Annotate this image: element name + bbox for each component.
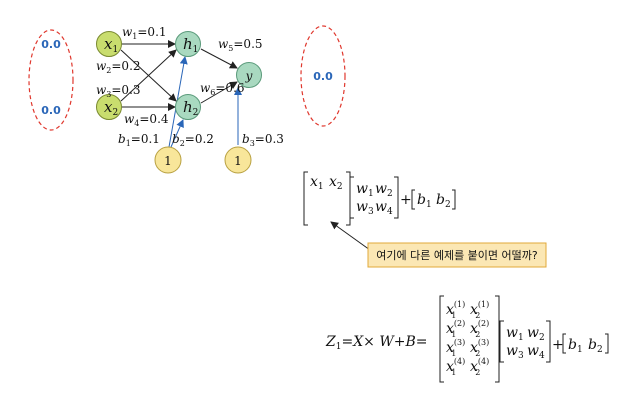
svg-text:x1: x1: [310, 174, 324, 192]
eq1-w-bracket: [349, 176, 399, 219]
svg-text:b2: b2: [588, 337, 603, 355]
svg-text:w3: w3: [356, 199, 374, 217]
right-layer-ellipse: [300, 25, 346, 127]
eq2-row-1-a: x(1) 1: [446, 300, 465, 320]
eq2-row-4-a: x(4) 1: [446, 357, 465, 377]
node-h1-label: h: [183, 35, 193, 53]
svg-text:x1: x1: [104, 35, 118, 55]
svg-text:x2: x2: [104, 98, 118, 118]
eq1-b-bracket: [411, 189, 456, 210]
weight-b3: b3=0.3: [242, 132, 284, 148]
weight-b2: b2=0.2: [172, 132, 214, 148]
node-x1-sub: 1: [112, 45, 118, 55]
eq2-row-3-b: x(3) 2: [470, 338, 489, 358]
svg-text:w3: w3: [506, 343, 524, 361]
node-bias1: [154, 146, 182, 174]
node-x2-sub: 2: [112, 108, 118, 118]
node-h1: [175, 31, 201, 57]
svg-text:x2: x2: [329, 174, 343, 192]
svg-text:b1: b1: [417, 192, 432, 210]
node-x1-label: x: [104, 35, 113, 53]
weight-w6: w6=0.6: [200, 81, 245, 97]
callout-box: [367, 242, 547, 268]
weight-w4: w4=0.4: [124, 112, 169, 128]
eq2-plus: +: [552, 337, 564, 353]
edge-h2-y: [200, 81, 238, 104]
svg-text:h2: h2: [183, 98, 198, 118]
edge-h1-y: [200, 48, 238, 69]
node-h2-sub: 2: [193, 108, 199, 118]
svg-text:h1: h1: [183, 35, 198, 55]
svg-text:w1: w1: [506, 325, 524, 343]
svg-text:w4: w4: [375, 199, 393, 217]
node-bias2-label: 1: [234, 154, 242, 168]
node-bias1-label: 1: [164, 154, 172, 168]
weight-w3: w3=0.3: [96, 83, 141, 99]
node-bias2: [224, 146, 252, 174]
node-x1: [96, 31, 122, 57]
node-h2: [175, 94, 201, 120]
svg-text:w1: w1: [356, 181, 374, 199]
weight-b1: b1=0.1: [118, 132, 160, 148]
equation-1: x1 x2 w1 w2 w3 w4 + b1 b2: [303, 171, 456, 226]
node-y: [236, 62, 262, 88]
eq2-w-bracket: [499, 320, 551, 363]
svg-text:b2: b2: [436, 192, 451, 210]
equation-2: Z1=X× W+B= x(1) 1 x(1) 2 x(2) 1 x(2) 2 x(3) 1…: [325, 295, 609, 383]
edge-x2-h1: [120, 49, 177, 102]
callout-arrow: [330, 221, 371, 251]
left-layer-value-1: 0.0: [41, 38, 61, 51]
right-layer-value: 0.0: [313, 70, 333, 83]
svg-text:w2: w2: [375, 181, 393, 199]
weight-w2: w2=0.2: [96, 59, 141, 75]
node-h2-label: h: [183, 98, 193, 116]
eq2-b-bracket: [562, 333, 609, 354]
callout-text: 여기에 다른 예제를 붙이면 어떨까?: [376, 249, 538, 262]
node-h1-sub: 1: [193, 45, 199, 55]
eq2-lhs: Z: [325, 334, 336, 350]
edge-bias1-h2: [170, 119, 184, 148]
eq1-plus: +: [400, 192, 412, 208]
svg-text:Z1=X× W+B=: Z1=X× W+B=: [325, 334, 428, 352]
eq2-row-2-b: x(2) 2: [470, 319, 489, 339]
svg-text:w2: w2: [527, 325, 545, 343]
eq2-row-2-a: x(2) 1: [446, 319, 465, 339]
eq2-lhs-sub: 1: [336, 342, 342, 352]
eq2-rhs: =X× W+B=: [341, 334, 427, 350]
eq2-x-bracket: [439, 295, 500, 383]
eq2-row-4-b: x(4) 2: [470, 357, 489, 377]
svg-text:w4: w4: [527, 343, 545, 361]
weight-w1: w1=0.1: [122, 25, 167, 41]
eq2-row-1-b: x(1) 2: [470, 300, 489, 320]
eq2-row-3-a: x(3) 1: [446, 338, 465, 358]
svg-text:b1: b1: [568, 337, 583, 355]
node-x2: [96, 94, 122, 120]
node-x2-label: x: [104, 98, 113, 116]
node-y-label: y: [245, 69, 253, 83]
left-layer-value-2: 0.0: [41, 104, 61, 117]
left-layer-ellipse: [28, 29, 74, 131]
weight-w5: w5=0.5: [218, 37, 263, 53]
